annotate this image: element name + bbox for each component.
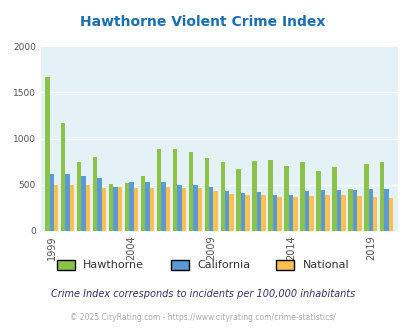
Bar: [81, 177, 86, 231]
Bar: [77, 162, 81, 231]
Bar: [65, 174, 70, 231]
Bar: [288, 195, 292, 231]
Bar: [220, 162, 224, 231]
Bar: [347, 189, 352, 231]
Bar: [368, 189, 372, 231]
Bar: [193, 185, 197, 231]
Bar: [372, 197, 377, 231]
Bar: [45, 77, 49, 231]
Text: National: National: [302, 260, 348, 270]
Text: Hawthorne: Hawthorne: [83, 260, 144, 270]
Bar: [309, 196, 313, 231]
Bar: [117, 187, 122, 231]
Text: Hawthorne Violent Crime Index: Hawthorne Violent Crime Index: [80, 15, 325, 29]
Bar: [149, 187, 154, 231]
Bar: [261, 195, 265, 231]
Bar: [213, 191, 217, 231]
Bar: [236, 169, 240, 231]
Bar: [324, 195, 329, 231]
Bar: [320, 190, 324, 231]
Bar: [181, 188, 185, 231]
Bar: [379, 162, 384, 231]
Bar: [245, 195, 249, 231]
Bar: [384, 189, 388, 231]
Bar: [292, 197, 297, 231]
Bar: [54, 185, 58, 231]
Bar: [113, 187, 117, 231]
Bar: [284, 166, 288, 231]
Bar: [336, 190, 340, 231]
Bar: [165, 187, 170, 231]
Bar: [352, 190, 356, 231]
Bar: [102, 187, 106, 231]
Text: California: California: [196, 260, 249, 270]
Bar: [188, 152, 193, 231]
Bar: [272, 194, 277, 231]
Bar: [133, 188, 138, 231]
Bar: [109, 184, 113, 231]
Bar: [97, 178, 102, 231]
Bar: [93, 157, 97, 231]
Bar: [70, 185, 74, 231]
Text: Crime Index corresponds to incidents per 100,000 inhabitants: Crime Index corresponds to incidents per…: [51, 289, 354, 299]
Bar: [161, 182, 165, 231]
Bar: [388, 198, 392, 231]
Bar: [277, 197, 281, 231]
Bar: [61, 123, 65, 231]
Bar: [340, 194, 345, 231]
Bar: [172, 149, 177, 231]
Bar: [256, 192, 261, 231]
Bar: [252, 161, 256, 231]
Bar: [204, 158, 209, 231]
Bar: [356, 196, 360, 231]
Bar: [331, 167, 336, 231]
Bar: [363, 164, 368, 231]
Bar: [240, 193, 245, 231]
Bar: [49, 174, 54, 231]
Bar: [300, 162, 304, 231]
Bar: [86, 185, 90, 231]
Bar: [129, 182, 133, 231]
Bar: [156, 149, 161, 231]
Bar: [268, 160, 272, 231]
Bar: [141, 177, 145, 231]
Bar: [229, 194, 233, 231]
Bar: [304, 191, 309, 231]
Bar: [224, 191, 229, 231]
Bar: [197, 188, 202, 231]
Bar: [177, 185, 181, 231]
Bar: [209, 187, 213, 231]
Bar: [145, 182, 149, 231]
Bar: [315, 171, 320, 231]
Text: © 2025 CityRating.com - https://www.cityrating.com/crime-statistics/: © 2025 CityRating.com - https://www.city…: [70, 313, 335, 322]
Bar: [124, 183, 129, 231]
